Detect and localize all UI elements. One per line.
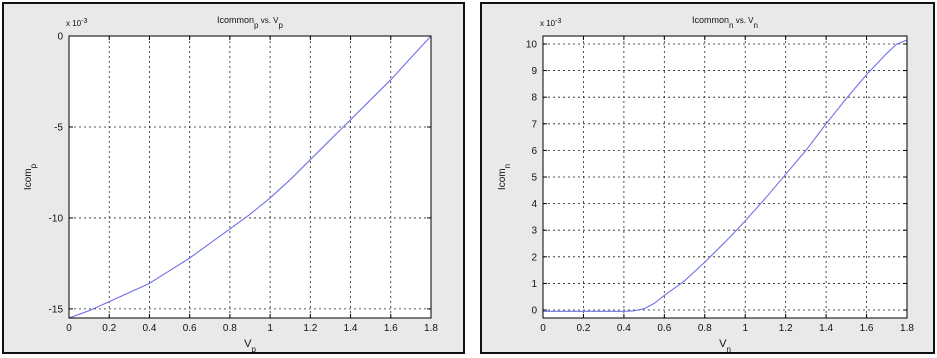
y-tick-label: -10 <box>49 213 64 224</box>
chart-title: Icommonn vs. Vn <box>692 15 758 30</box>
x-tick-label: 0.8 <box>223 323 237 334</box>
x-tick-label: 1 <box>267 323 273 334</box>
chart-panel-icommon-p: 0 0.2 0.4 0.6 0.8 1 1.2 1.4 1.6 1.8 -15 -10 -5 0 x 10-… <box>2 2 465 354</box>
x-tick-label: 1 <box>742 323 748 334</box>
x-tick-label: 0.8 <box>698 323 712 334</box>
x-tick-label: 0.6 <box>657 323 671 334</box>
y-axis-label: Icomp <box>23 163 38 190</box>
y-tick-label: 9 <box>531 66 537 77</box>
series-line <box>68 35 432 319</box>
y-tick-label: 8 <box>531 93 537 104</box>
y-scale-multiplier: x 10-3 <box>540 18 561 29</box>
chart-panel-icommon-n: 0 0.2 0.4 0.6 0.8 1 1.2 1.4 1.6 1.8 0 1 2 3 4 5 6 7 8 9 10 x … <box>480 2 935 354</box>
y-tick-label: 10 <box>526 39 538 50</box>
chart-icommon-n: 0 0.2 0.4 0.6 0.8 1 1.2 1.4 1.6 1.8 0 1 2 3 4 5 6 7 8 9 10x … <box>497 15 914 354</box>
x-axis-label: Vp <box>244 338 256 354</box>
chart-title: Icommonp vs. Vp <box>217 15 283 30</box>
x-axis-label: Vn <box>719 338 731 354</box>
x-tick-label: 0.4 <box>617 323 631 334</box>
y-tick-label: 2 <box>531 252 537 263</box>
x-tick-label: 0.6 <box>183 323 197 334</box>
x-tick-label: 0.2 <box>102 323 116 334</box>
series-line <box>543 39 908 312</box>
x-tick-label: 0.2 <box>576 323 590 334</box>
x-tick-label: 1.4 <box>344 323 358 334</box>
x-tick-label: 1.2 <box>779 323 793 334</box>
y-tick-label: 6 <box>531 146 537 157</box>
x-tick-label: 0.4 <box>142 323 156 334</box>
y-tick-label: -15 <box>49 304 64 315</box>
plot-area <box>69 36 431 318</box>
x-tick-label: 1.6 <box>384 323 398 334</box>
y-tick-label: 5 <box>531 173 537 184</box>
y-tick-label: 3 <box>531 226 537 237</box>
y-tick-label: 1 <box>531 279 537 290</box>
y-tick-label: 0 <box>57 32 63 43</box>
y-axis-label: Icomn <box>497 164 512 190</box>
x-tick-label: 1.2 <box>303 323 317 334</box>
chart-icommon-p: 0 0.2 0.4 0.6 0.8 1 1.2 1.4 1.6 1.8-15-10-50x 10-… <box>23 15 438 354</box>
x-tick-label: 1.4 <box>819 323 833 334</box>
x-tick-label: 0 <box>540 323 546 334</box>
y-tick-label: 7 <box>531 119 537 130</box>
x-tick-label: 1.8 <box>424 323 438 334</box>
y-tick-label: -5 <box>54 122 63 133</box>
y-tick-label: 4 <box>531 199 537 210</box>
axes-box <box>68 35 432 319</box>
x-tick-label: 1.6 <box>860 323 874 334</box>
x-tick-label: 0 <box>66 323 72 334</box>
y-scale-multiplier: x 10-3 <box>66 18 87 29</box>
y-tick-label: 0 <box>531 306 537 317</box>
x-tick-label: 1.8 <box>900 323 914 334</box>
